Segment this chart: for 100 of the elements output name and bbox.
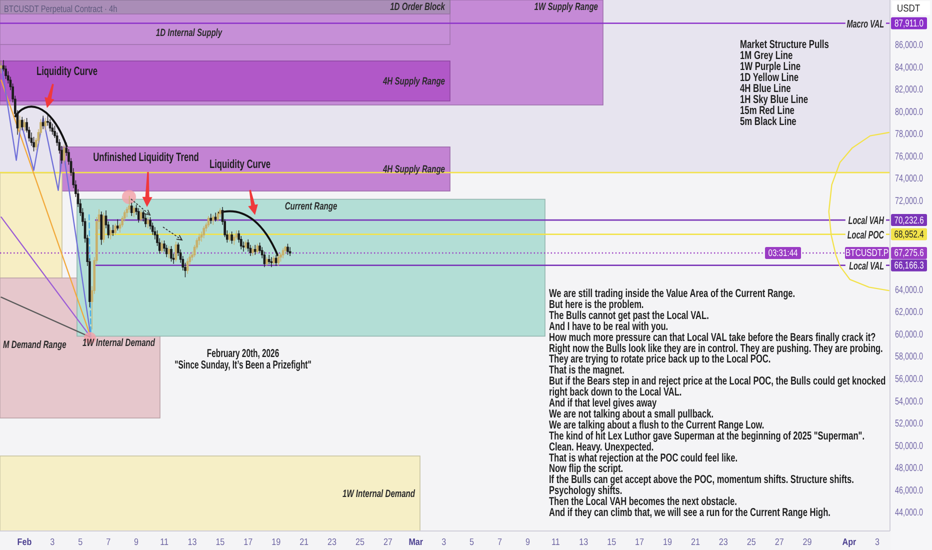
- x-tick-label: Apr: [842, 536, 857, 548]
- ref-line-label: Local VAL: [849, 260, 884, 272]
- candlestick: [168, 246, 170, 259]
- candlestick: [130, 202, 133, 216]
- candlestick: [244, 240, 247, 250]
- candlestick: [20, 116, 24, 131]
- candlestick: [186, 258, 189, 274]
- candlestick: [246, 238, 250, 252]
- candlestick: [174, 241, 178, 262]
- candlestick: [116, 218, 119, 231]
- candlestick: [214, 212, 217, 222]
- x-tick-label: 19: [272, 536, 281, 548]
- candlestick: [170, 246, 172, 262]
- candlestick: [160, 240, 164, 254]
- y-tick-label: 44,000.0: [895, 506, 924, 518]
- candlestick: [280, 252, 282, 262]
- x-tick-label: 9: [134, 536, 139, 548]
- x-tick-label: Feb: [17, 536, 32, 548]
- candlestick: [270, 256, 273, 268]
- y-tick-label: 52,000.0: [895, 417, 924, 429]
- candlestick: [165, 244, 168, 258]
- candlestick: [228, 232, 231, 242]
- y-tick-label: 70,232.6: [894, 214, 924, 226]
- candlestick: [216, 211, 220, 222]
- candlestick: [266, 256, 268, 266]
- y-axis-title: USDT: [897, 2, 920, 14]
- x-tick-label: 5: [470, 536, 474, 548]
- x-tick-label: 17: [635, 536, 644, 548]
- ref-line-label: Local POC: [847, 228, 884, 241]
- y-tick-label: 56,000.0: [895, 372, 924, 384]
- x-tick-label: 23: [328, 536, 337, 548]
- candlestick: [232, 234, 236, 246]
- candlestick: [100, 211, 103, 246]
- candlestick: [146, 216, 150, 229]
- candlestick: [274, 254, 278, 266]
- candlestick: [132, 206, 136, 218]
- band-label: 4H Supply Range: [382, 75, 445, 87]
- candlestick: [219, 208, 222, 218]
- candlestick: [42, 115, 44, 130]
- candlestick: [140, 208, 142, 222]
- x-tick-label: 7: [498, 536, 502, 548]
- y-tick-label: 84,000.0: [895, 61, 924, 73]
- y-tick-label: 54,000.0: [895, 395, 924, 407]
- candlestick: [198, 233, 200, 246]
- x-tick-label: 11: [551, 536, 560, 548]
- candlestick: [18, 115, 21, 133]
- candlestick: [263, 251, 266, 268]
- x-tick-label: 25: [746, 536, 756, 548]
- y-tick-label: 67,275.6: [894, 247, 924, 258]
- candlestick: [44, 118, 47, 131]
- chart-title: BTCUSDT Perpetual Contract · 4h: [4, 3, 118, 14]
- candlestick: [110, 226, 112, 240]
- band-label: M Demand Range: [3, 339, 66, 351]
- band-label: 1W Internal Demand: [82, 336, 156, 348]
- candlestick: [144, 213, 147, 228]
- x-tick-label: 27: [774, 536, 784, 548]
- text: We are still trading inside the Value Area of the Current Range. But here is the problem. The Bulls cannot get past the Local VAL. And I have to be real with you. How much more pressure can that Local VAL take before the Bears finally crack it? Right now the Bulls look like they are in control. They are pushing. They are probing. They are trying to rotate price back up to the Local POC. That is the magnet. But if the Bears step in and reject price at the Local POC, the Bulls could get knocked right back down to the Local VAL. And if that level gives away We are not talking about a small pullback. We are talking about a flush to the Current Range Low. The kind of hit Lex Luthor gave Superman at the beginning of 2025 "Superman". Clean. Heavy. Unexpected. That is what rejection at the POC could feel like. Now flip the script. If the Bulls can get accept above the POC, momentum shifts. Structure shifts. Psychology shifts. Then the Local VAH becomes the next obstacle. And if they can climb that, we will see a run for the Current Range High.: [549, 288, 886, 520]
- y-tick-label: 48,000.0: [895, 462, 924, 474]
- x-tick-label: 21: [300, 536, 309, 548]
- y-tick-label: 46,000.0: [895, 484, 924, 496]
- x-tick-label: 11: [160, 536, 169, 548]
- candlestick: [212, 214, 214, 226]
- annotation: Unfinished Liquidity Trend: [93, 152, 199, 164]
- candlestick: [256, 243, 259, 254]
- candlestick: [288, 246, 292, 256]
- x-tick-label: 21: [690, 536, 700, 548]
- x-tick-label: 3: [442, 536, 446, 548]
- ref-line-label: Macro VAL: [846, 18, 884, 30]
- y-tick-label: 62,000.0: [895, 306, 924, 318]
- y-tick-label: 86,000.0: [895, 38, 924, 50]
- y-tick-label: 72,000.0: [895, 194, 924, 206]
- y-tick-label: 66,166.3: [894, 260, 924, 271]
- y-tick-label: 76,000.0: [895, 150, 924, 162]
- candlestick: [114, 223, 116, 236]
- y-tick-label: 74,000.0: [895, 172, 924, 184]
- candlestick: [277, 253, 280, 266]
- annotation: February 20th, 2026 "Since Sunday, It’s Been a Prizefight": [174, 348, 312, 372]
- candlestick: [272, 256, 275, 266]
- x-tick-label: 19: [663, 536, 672, 548]
- candlestick: [32, 136, 35, 152]
- candlestick: [230, 231, 233, 244]
- candlestick: [286, 243, 289, 256]
- x-tick-label: 27: [383, 536, 392, 548]
- x-tick-label: 25: [355, 536, 365, 548]
- annotation: Liquidity Curve: [209, 158, 271, 172]
- annotation: Market Structure Pulls 1M Grey Line 1W Purple Line 1D Yellow Line 4H Blue Line 1H Sky Blue Line 15m Red Line 5m Black Line: [740, 38, 830, 128]
- x-tick-label: 5: [78, 536, 83, 548]
- candlestick: [282, 248, 284, 259]
- x-tick-label: 15: [216, 536, 225, 548]
- y-tick-label: 60,000.0: [895, 328, 924, 340]
- band-label: 1D Internal Supply: [156, 26, 223, 38]
- x-tick-label: 29: [802, 536, 812, 548]
- band-label: Current Range: [284, 200, 338, 212]
- candlestick: [51, 123, 54, 136]
- y-tick-label: 64,000.0: [895, 284, 924, 296]
- ref-line-label: Local VAH: [848, 214, 884, 226]
- x-tick-label: 9: [525, 536, 530, 548]
- candlestick: [112, 224, 114, 236]
- annotation: Liquidity Curve: [36, 66, 98, 78]
- candlestick: [254, 244, 256, 256]
